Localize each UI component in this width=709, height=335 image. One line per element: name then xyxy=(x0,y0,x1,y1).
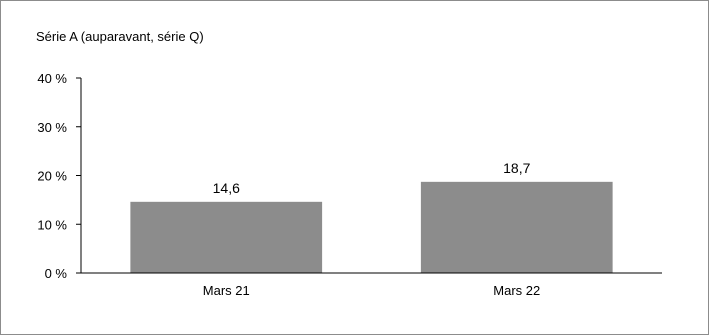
x-axis-labels: Mars 21 Mars 22 xyxy=(203,283,540,298)
x-tick-label: Mars 21 xyxy=(203,283,250,298)
y-axis-ticks: 0 % 10 % 20 % 30 % 40 % xyxy=(37,71,81,281)
chart-title: Série A (auparavant, série Q) xyxy=(36,29,204,44)
y-tick-label: 40 % xyxy=(37,71,67,86)
bar xyxy=(130,201,323,273)
y-tick-label: 10 % xyxy=(37,217,67,232)
bar-value-label: 14,6 xyxy=(213,180,240,196)
x-tick-label: Mars 22 xyxy=(493,283,540,298)
y-tick-label: 0 % xyxy=(45,266,68,281)
data-labels: 14,6 18,7 xyxy=(213,160,531,196)
bar-value-label: 18,7 xyxy=(503,160,530,176)
bar-series xyxy=(130,181,613,273)
y-tick-label: 30 % xyxy=(37,120,67,135)
y-tick-label: 20 % xyxy=(37,169,67,184)
bar xyxy=(420,181,613,273)
